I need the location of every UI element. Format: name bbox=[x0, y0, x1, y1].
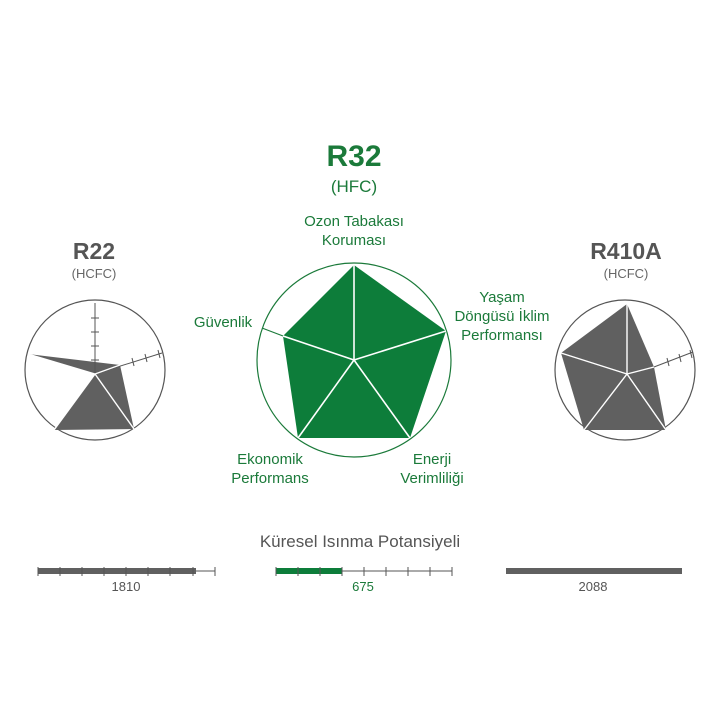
gwp-bar-r32 bbox=[275, 567, 453, 576]
r22-title: R22 bbox=[72, 238, 116, 264]
axis-label-ozone-line2: Koruması bbox=[321, 232, 387, 249]
axis-label-safety-line1: Güvenlik bbox=[193, 314, 253, 331]
r410a-title: R410A bbox=[590, 238, 662, 264]
axis-label-energy-line1: Enerji bbox=[412, 451, 452, 468]
r32-radar bbox=[256, 262, 452, 458]
r22-radar bbox=[24, 299, 166, 441]
axis-label-economic-line2: Performans bbox=[231, 470, 309, 487]
gwp-bar-r22 bbox=[37, 567, 216, 576]
axis-label-ozone-line1: Ozon Tabakası bbox=[304, 213, 404, 230]
axis-label-safety: Güvenlik bbox=[178, 313, 268, 332]
r410a-radar bbox=[554, 299, 696, 441]
axis-label-energy: Enerji Verimliliği bbox=[372, 450, 492, 488]
gwp-title: Küresel Isınma Potansiyeli bbox=[259, 532, 461, 551]
gwp-value-r22: 1810 bbox=[111, 579, 141, 594]
r22-type: (HCFC) bbox=[71, 266, 117, 281]
axis-label-lifecycle-line2: Döngüsü İklim bbox=[454, 308, 550, 325]
axis-label-ozone: Ozon Tabakası Koruması bbox=[274, 212, 434, 250]
axis-label-lifecycle: Yaşam Döngüsü İklim Performansı bbox=[442, 288, 562, 345]
axis-label-lifecycle-line3: Performansı bbox=[461, 327, 543, 344]
gwp-bar-r410a bbox=[506, 568, 682, 574]
gwp-value-r410a: 2088 bbox=[578, 579, 608, 594]
r410a-type: (HCFC) bbox=[603, 266, 649, 281]
axis-label-energy-line2: Verimliliği bbox=[400, 470, 464, 487]
axis-label-lifecycle-line1: Yaşam bbox=[479, 289, 525, 306]
axis-label-economic: Ekonomik Performans bbox=[210, 450, 330, 488]
gwp-value-r32: 675 bbox=[352, 579, 374, 594]
r32-title: R32 bbox=[326, 140, 382, 173]
axis-label-economic-line1: Ekonomik bbox=[237, 451, 303, 468]
r32-type: (HFC) bbox=[330, 177, 378, 196]
